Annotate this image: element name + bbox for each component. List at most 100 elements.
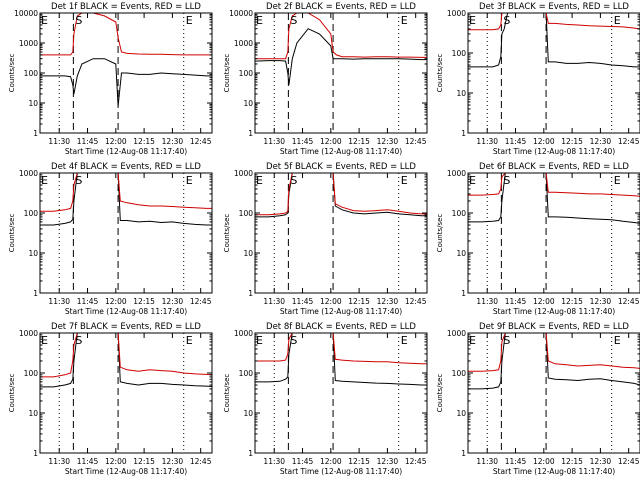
chart-panel: Det 2f BLACK = Events, RED = LLD 1 10 100 10… <box>223 2 428 156</box>
marker-label: S <box>503 334 510 347</box>
y-tick-label: 100 <box>24 209 39 218</box>
y-tick-label: 10 <box>28 99 38 108</box>
y-tick-label: 100 <box>452 49 467 58</box>
x-tick-label: 12:00 <box>533 457 555 466</box>
y-tick-label: 1 <box>461 449 466 458</box>
x-tick-label: 12:30 <box>590 137 612 146</box>
series-events-line <box>468 172 640 224</box>
x-tick-label: 12:45 <box>405 457 427 466</box>
plot-frame <box>467 332 640 454</box>
panel-title: Det 7f BLACK = Events, RED = LLD <box>51 322 201 332</box>
y-tick-label: 1000 <box>19 39 38 48</box>
x-tick-label: 12:15 <box>561 137 583 146</box>
x-axis-label: Start Time (12-Aug-08 11:17:40) <box>65 307 187 316</box>
series-lld-line <box>40 12 212 56</box>
series-lld-line <box>468 12 640 31</box>
y-tick-label: 100 <box>239 209 254 218</box>
y-tick-label: 1000 <box>234 329 253 338</box>
marker-label: E <box>186 174 193 187</box>
x-axis-label: Start Time (12-Aug-08 11:17:40) <box>65 467 187 476</box>
y-tick-label: 1000 <box>447 9 466 18</box>
marker-label: E <box>401 14 408 27</box>
y-axis-label: Counts/sec <box>223 54 231 93</box>
series-lld-line <box>40 332 213 378</box>
marker-label: E <box>256 334 263 347</box>
panel-title: Det 8f BLACK = Events, RED = LLD <box>266 322 416 332</box>
plot-frame <box>254 332 428 454</box>
chart-panel: Det 4f BLACK = Events, RED = LLD 1 10 100 10… <box>8 162 213 316</box>
x-tick-label: 12:15 <box>348 137 370 146</box>
x-tick-label: 12:45 <box>405 137 427 146</box>
series-events-line <box>468 332 640 390</box>
marker-label: E <box>41 14 48 27</box>
x-tick-label: 11:30 <box>263 457 285 466</box>
marker-label: E <box>614 334 621 347</box>
marker-label: S <box>75 334 82 347</box>
y-tick-label: 1000 <box>19 329 38 338</box>
y-tick-label: 10 <box>243 99 253 108</box>
marker-label: E <box>256 174 263 187</box>
x-tick-label: 11:30 <box>48 137 70 146</box>
marker-label: E <box>41 174 48 187</box>
x-tick-label: 11:30 <box>48 297 70 306</box>
y-tick-label: 100 <box>452 209 467 218</box>
y-axis-label: Counts/sec <box>436 214 444 253</box>
marker-label: E <box>614 14 621 27</box>
panel-title: Det 2f BLACK = Events, RED = LLD <box>266 2 416 12</box>
marker-label: E <box>41 334 48 347</box>
y-tick-label: 100 <box>24 369 39 378</box>
x-tick-label: 12:45 <box>618 457 640 466</box>
x-tick-label: 12:00 <box>105 297 127 306</box>
panel-title: Det 6f BLACK = Events, RED = LLD <box>479 162 629 172</box>
marker-label: E <box>469 14 476 27</box>
y-tick-label: 100 <box>452 369 467 378</box>
y-tick-label: 10 <box>456 89 466 98</box>
x-tick-label: 12:15 <box>133 457 155 466</box>
x-tick-label: 12:15 <box>348 297 370 306</box>
marker-label: S <box>290 334 297 347</box>
x-tick-label: 11:45 <box>505 457 527 466</box>
plot-frame <box>467 172 640 294</box>
x-tick-label: 12:45 <box>405 297 427 306</box>
y-tick-label: 10 <box>28 409 38 418</box>
series-events-line <box>40 172 212 226</box>
series-events-line <box>468 12 640 68</box>
x-tick-label: 12:45 <box>618 297 640 306</box>
x-axis-label: Start Time (12-Aug-08 11:17:40) <box>280 467 402 476</box>
series-events-line <box>255 172 427 218</box>
x-tick-label: 12:45 <box>618 137 640 146</box>
marker-label: S <box>503 14 510 27</box>
x-tick-label: 11:30 <box>48 457 70 466</box>
y-axis-label: Counts/sec <box>223 374 231 413</box>
marker-label: E <box>256 14 263 27</box>
x-tick-label: 11:30 <box>263 137 285 146</box>
plot-frame <box>39 332 213 454</box>
plot-frame <box>254 172 428 294</box>
marker-label: E <box>401 174 408 187</box>
x-tick-label: 11:30 <box>476 297 498 306</box>
y-tick-label: 1 <box>248 129 253 138</box>
series-events-line <box>255 332 427 386</box>
y-tick-label: 100 <box>239 369 254 378</box>
chart-panel: Det 7f BLACK = Events, RED = LLD 1 10 100 10… <box>8 322 213 476</box>
x-tick-label: 12:00 <box>105 457 127 466</box>
x-axis-label: Start Time (12-Aug-08 11:17:40) <box>493 307 615 316</box>
y-tick-label: 10 <box>243 249 253 258</box>
marker-label: S <box>75 174 82 187</box>
x-tick-label: 11:45 <box>292 457 314 466</box>
panel-title: Det 4f BLACK = Events, RED = LLD <box>51 162 201 172</box>
panel-title: Det 3f BLACK = Events, RED = LLD <box>479 2 629 12</box>
x-tick-label: 11:45 <box>77 457 99 466</box>
x-tick-label: 12:45 <box>190 137 212 146</box>
y-tick-label: 1000 <box>234 169 253 178</box>
marker-label: S <box>75 14 82 27</box>
series-lld-line <box>255 332 427 365</box>
plot-frame <box>39 172 213 294</box>
marker-label: E <box>614 174 621 187</box>
marker-label: E <box>401 334 408 347</box>
y-axis-label: Counts/sec <box>8 54 16 93</box>
chart-panel: Det 3f BLACK = Events, RED = LLD 1 10 100 10… <box>436 2 640 156</box>
marker-label: E <box>469 334 476 347</box>
marker-label: S <box>503 174 510 187</box>
